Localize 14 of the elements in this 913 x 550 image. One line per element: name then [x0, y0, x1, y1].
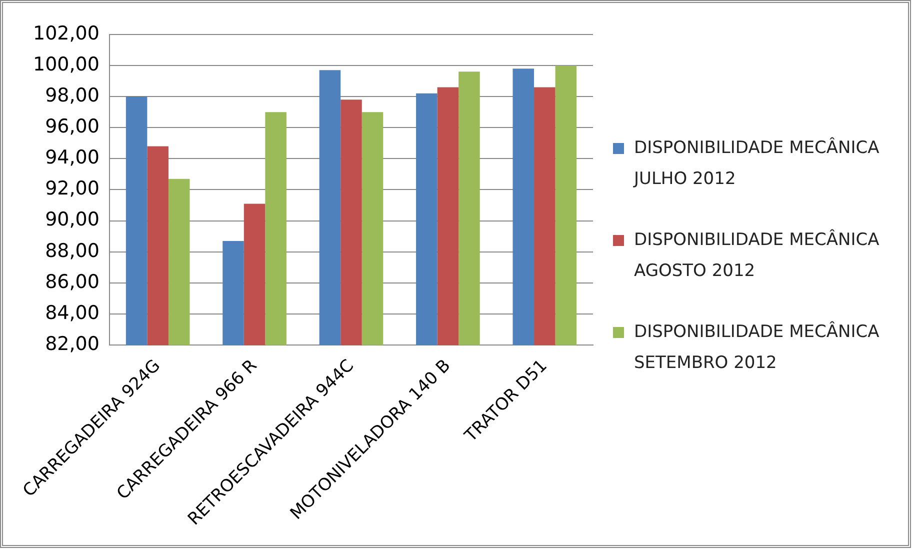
legend-label: DISPONIBILIDADE MECÂNICA SETEMBRO 2012: [634, 320, 880, 375]
y-tick-label: 86,00: [45, 270, 100, 293]
y-tick-label: 88,00: [45, 240, 100, 262]
legend-label: DISPONIBILIDADE MECÂNICA JULHO 2012: [634, 136, 880, 191]
y-tick-label: 84,00: [45, 302, 100, 324]
y-tick-label: 98,00: [45, 84, 100, 106]
y-tick-label: 94,00: [45, 146, 100, 169]
legend-label: DISPONIBILIDADE MECÂNICA AGOSTO 2012: [634, 228, 880, 283]
y-tick-label: 92,00: [45, 178, 100, 200]
y-tick-label: 96,00: [45, 116, 100, 138]
y-tick-label: 90,00: [45, 208, 100, 231]
y-tick-label: 82,00: [45, 333, 100, 356]
y-tick-label: 102,00: [32, 22, 100, 44]
y-tick-label: 100,00: [32, 53, 100, 76]
